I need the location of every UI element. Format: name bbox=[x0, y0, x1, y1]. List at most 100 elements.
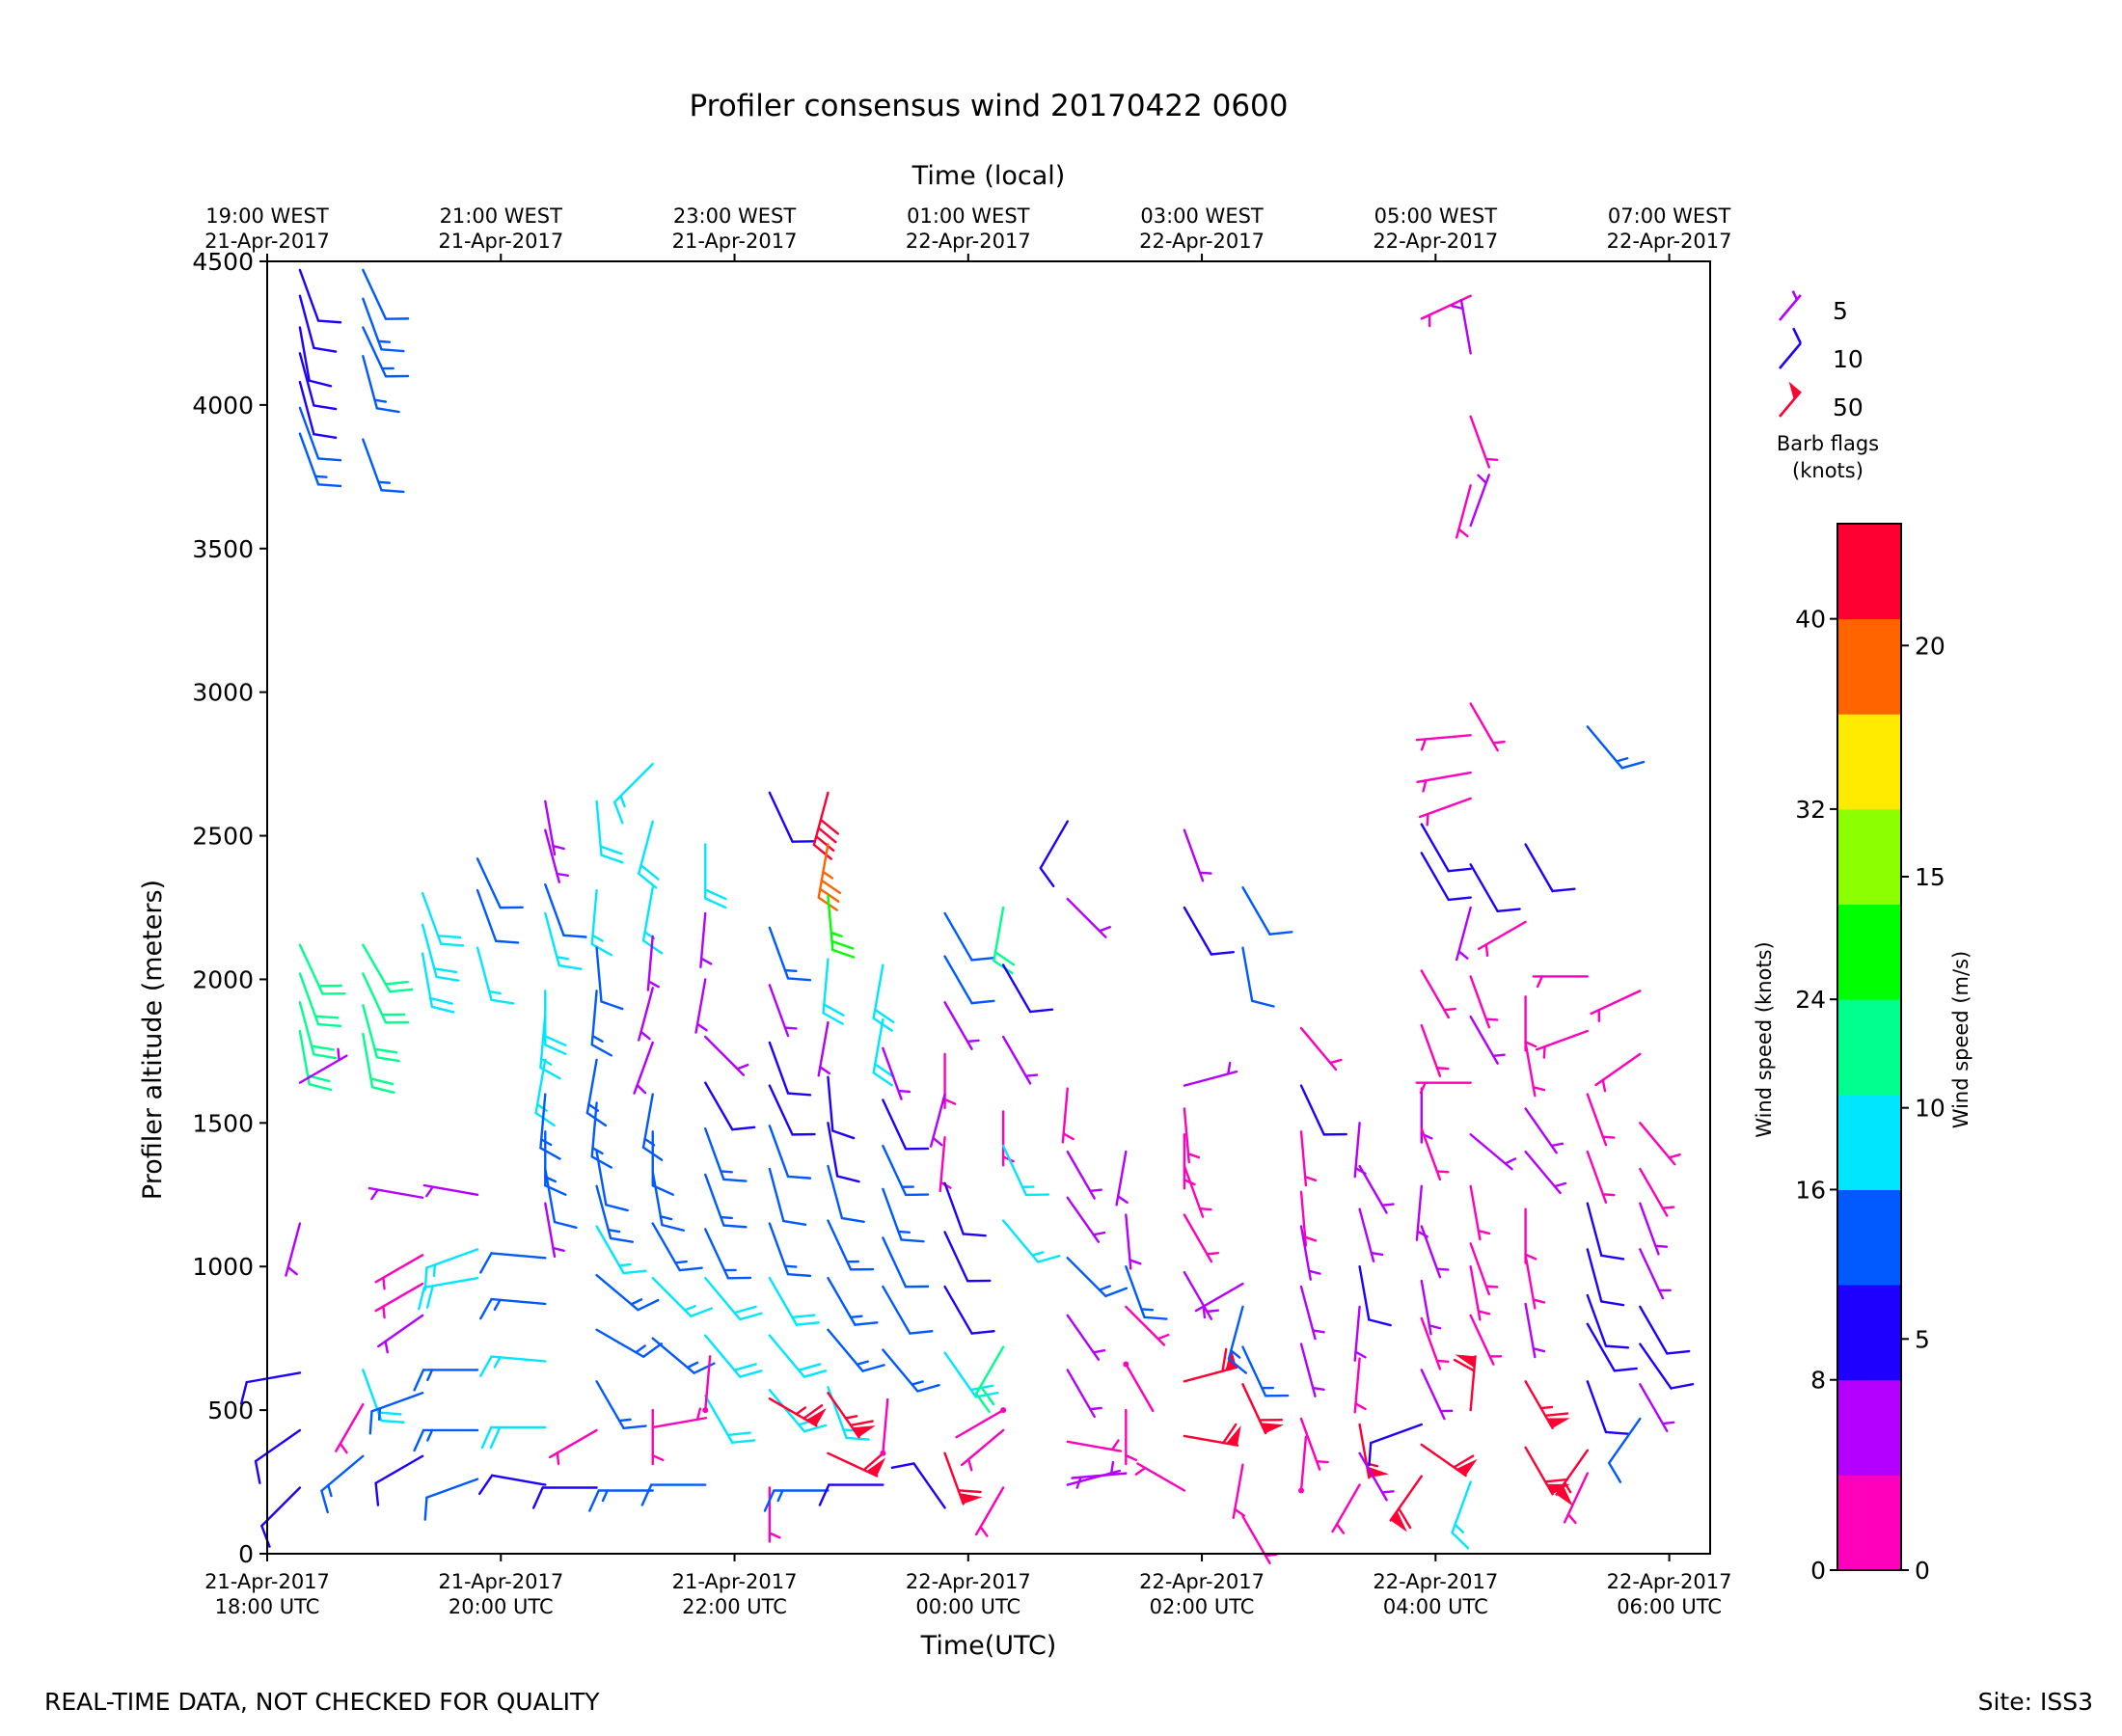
wind-barb bbox=[1590, 990, 1642, 1022]
wind-barb bbox=[1469, 1242, 1499, 1296]
barb-half bbox=[795, 1406, 807, 1416]
wind-barb bbox=[651, 1222, 703, 1272]
barb-full bbox=[534, 1111, 556, 1127]
footer-site: Site: ISS3 bbox=[1977, 1688, 2093, 1716]
barb-half bbox=[830, 931, 843, 937]
barb-half bbox=[1668, 1153, 1681, 1159]
wind-barb bbox=[704, 1228, 752, 1280]
barb-half bbox=[797, 1420, 811, 1426]
wind-barb bbox=[1586, 1093, 1616, 1147]
wind-barb bbox=[768, 1125, 812, 1180]
barb-full bbox=[254, 1459, 261, 1484]
barb-full bbox=[590, 1043, 613, 1057]
barb-full bbox=[974, 1392, 991, 1413]
wind-barb bbox=[544, 1167, 578, 1229]
barb-full bbox=[979, 1385, 995, 1406]
wind-barb bbox=[298, 380, 338, 440]
barb-shaft bbox=[912, 1462, 946, 1509]
wind-barb bbox=[1066, 1369, 1102, 1419]
barb-half bbox=[377, 339, 392, 343]
barb-full bbox=[862, 1453, 883, 1472]
barb-full bbox=[1496, 908, 1521, 913]
wind-barb bbox=[1420, 1023, 1450, 1077]
barb-full bbox=[731, 1126, 756, 1131]
barb-shaft bbox=[1420, 852, 1451, 902]
wind-barb bbox=[1358, 1207, 1384, 1262]
axis-ticks: 05001000150020002500300035004000450021-A… bbox=[192, 204, 1731, 1618]
x-tick-label-date: 21-Apr-2017 bbox=[204, 1570, 330, 1593]
barb-half bbox=[659, 1215, 673, 1221]
wind-barb bbox=[1183, 1423, 1241, 1447]
barb-full bbox=[316, 319, 342, 324]
barb-full bbox=[1620, 760, 1646, 770]
wind-barb bbox=[239, 1371, 302, 1405]
wind-barb bbox=[1389, 1475, 1424, 1533]
wind-barb bbox=[254, 1428, 302, 1484]
wind-barb bbox=[1066, 1439, 1123, 1452]
wind-barb bbox=[548, 1428, 598, 1466]
top-x-tick-label-date: 21-Apr-2017 bbox=[438, 230, 563, 253]
barb-half bbox=[695, 1022, 708, 1032]
top-x-tick-label-date: 22-Apr-2017 bbox=[1373, 230, 1498, 253]
colorbar-band bbox=[1837, 904, 1901, 1000]
wind-barb bbox=[1368, 1423, 1424, 1467]
barb-half bbox=[1419, 1081, 1427, 1095]
barb-half bbox=[493, 1298, 502, 1312]
barb-full bbox=[435, 975, 460, 982]
wind-barb bbox=[768, 1486, 781, 1543]
barb-full bbox=[544, 1044, 567, 1056]
wind-barb bbox=[1469, 863, 1521, 913]
barb-half bbox=[488, 990, 502, 995]
barb-full bbox=[739, 1312, 763, 1321]
barb-full bbox=[375, 1056, 400, 1063]
barb-shaft bbox=[490, 1474, 547, 1486]
barb-half bbox=[540, 1057, 553, 1066]
barb-full bbox=[782, 1219, 807, 1226]
wind-barb bbox=[362, 972, 410, 1024]
top-axis-label: Time (local) bbox=[911, 161, 1066, 191]
barb-half bbox=[966, 1457, 973, 1472]
barb-full bbox=[823, 1003, 845, 1017]
barb-full bbox=[733, 1363, 757, 1371]
x-tick-label-time: 20:00 UTC bbox=[449, 1595, 554, 1618]
barb-shaft bbox=[1639, 1305, 1669, 1355]
barb-half bbox=[736, 1063, 749, 1071]
barb-shaft bbox=[943, 1285, 973, 1335]
barb-full bbox=[638, 872, 658, 889]
x-tick-label-time: 00:00 UTC bbox=[915, 1595, 1020, 1618]
barb-full bbox=[726, 1431, 751, 1437]
wind-barb bbox=[1358, 1164, 1395, 1214]
barb-full bbox=[763, 1489, 775, 1512]
wind-barb bbox=[768, 984, 798, 1038]
barb-full bbox=[1604, 1430, 1630, 1435]
barb-full bbox=[840, 1216, 865, 1223]
barb-full bbox=[1250, 999, 1275, 1008]
barb-half bbox=[783, 1264, 798, 1268]
colorbar-band bbox=[1837, 1094, 1901, 1190]
barb-shaft bbox=[943, 1181, 965, 1235]
wind-barb bbox=[651, 1276, 714, 1317]
barb-half bbox=[1615, 757, 1629, 763]
barb-half bbox=[1202, 1305, 1207, 1319]
wind-barb bbox=[1353, 1305, 1367, 1362]
barb-shaft bbox=[1299, 1435, 1308, 1492]
barb-full bbox=[822, 1012, 844, 1025]
wind-barb bbox=[374, 1254, 424, 1290]
barb-full bbox=[970, 999, 995, 1005]
top-x-tick-label-time: 21:00 WEST bbox=[440, 204, 563, 228]
barb-half bbox=[552, 844, 565, 851]
wind-barb bbox=[1125, 1265, 1168, 1320]
barb-full bbox=[831, 1129, 856, 1140]
wind-barb bbox=[943, 1351, 999, 1398]
barb-full bbox=[797, 1363, 822, 1371]
wind-barb bbox=[1639, 1167, 1675, 1217]
barb-half bbox=[630, 1298, 643, 1306]
barb-shaft bbox=[1001, 963, 1032, 1014]
colorbar-label-ms: Wind speed (m/s) bbox=[1949, 951, 1972, 1128]
barb-full bbox=[1447, 867, 1472, 873]
barb-full bbox=[479, 1355, 493, 1377]
barb-half bbox=[1435, 1359, 1450, 1364]
top-x-tick-label-date: 22-Apr-2017 bbox=[1139, 230, 1265, 253]
barb-full bbox=[1551, 887, 1576, 893]
barb-full bbox=[795, 1321, 820, 1326]
